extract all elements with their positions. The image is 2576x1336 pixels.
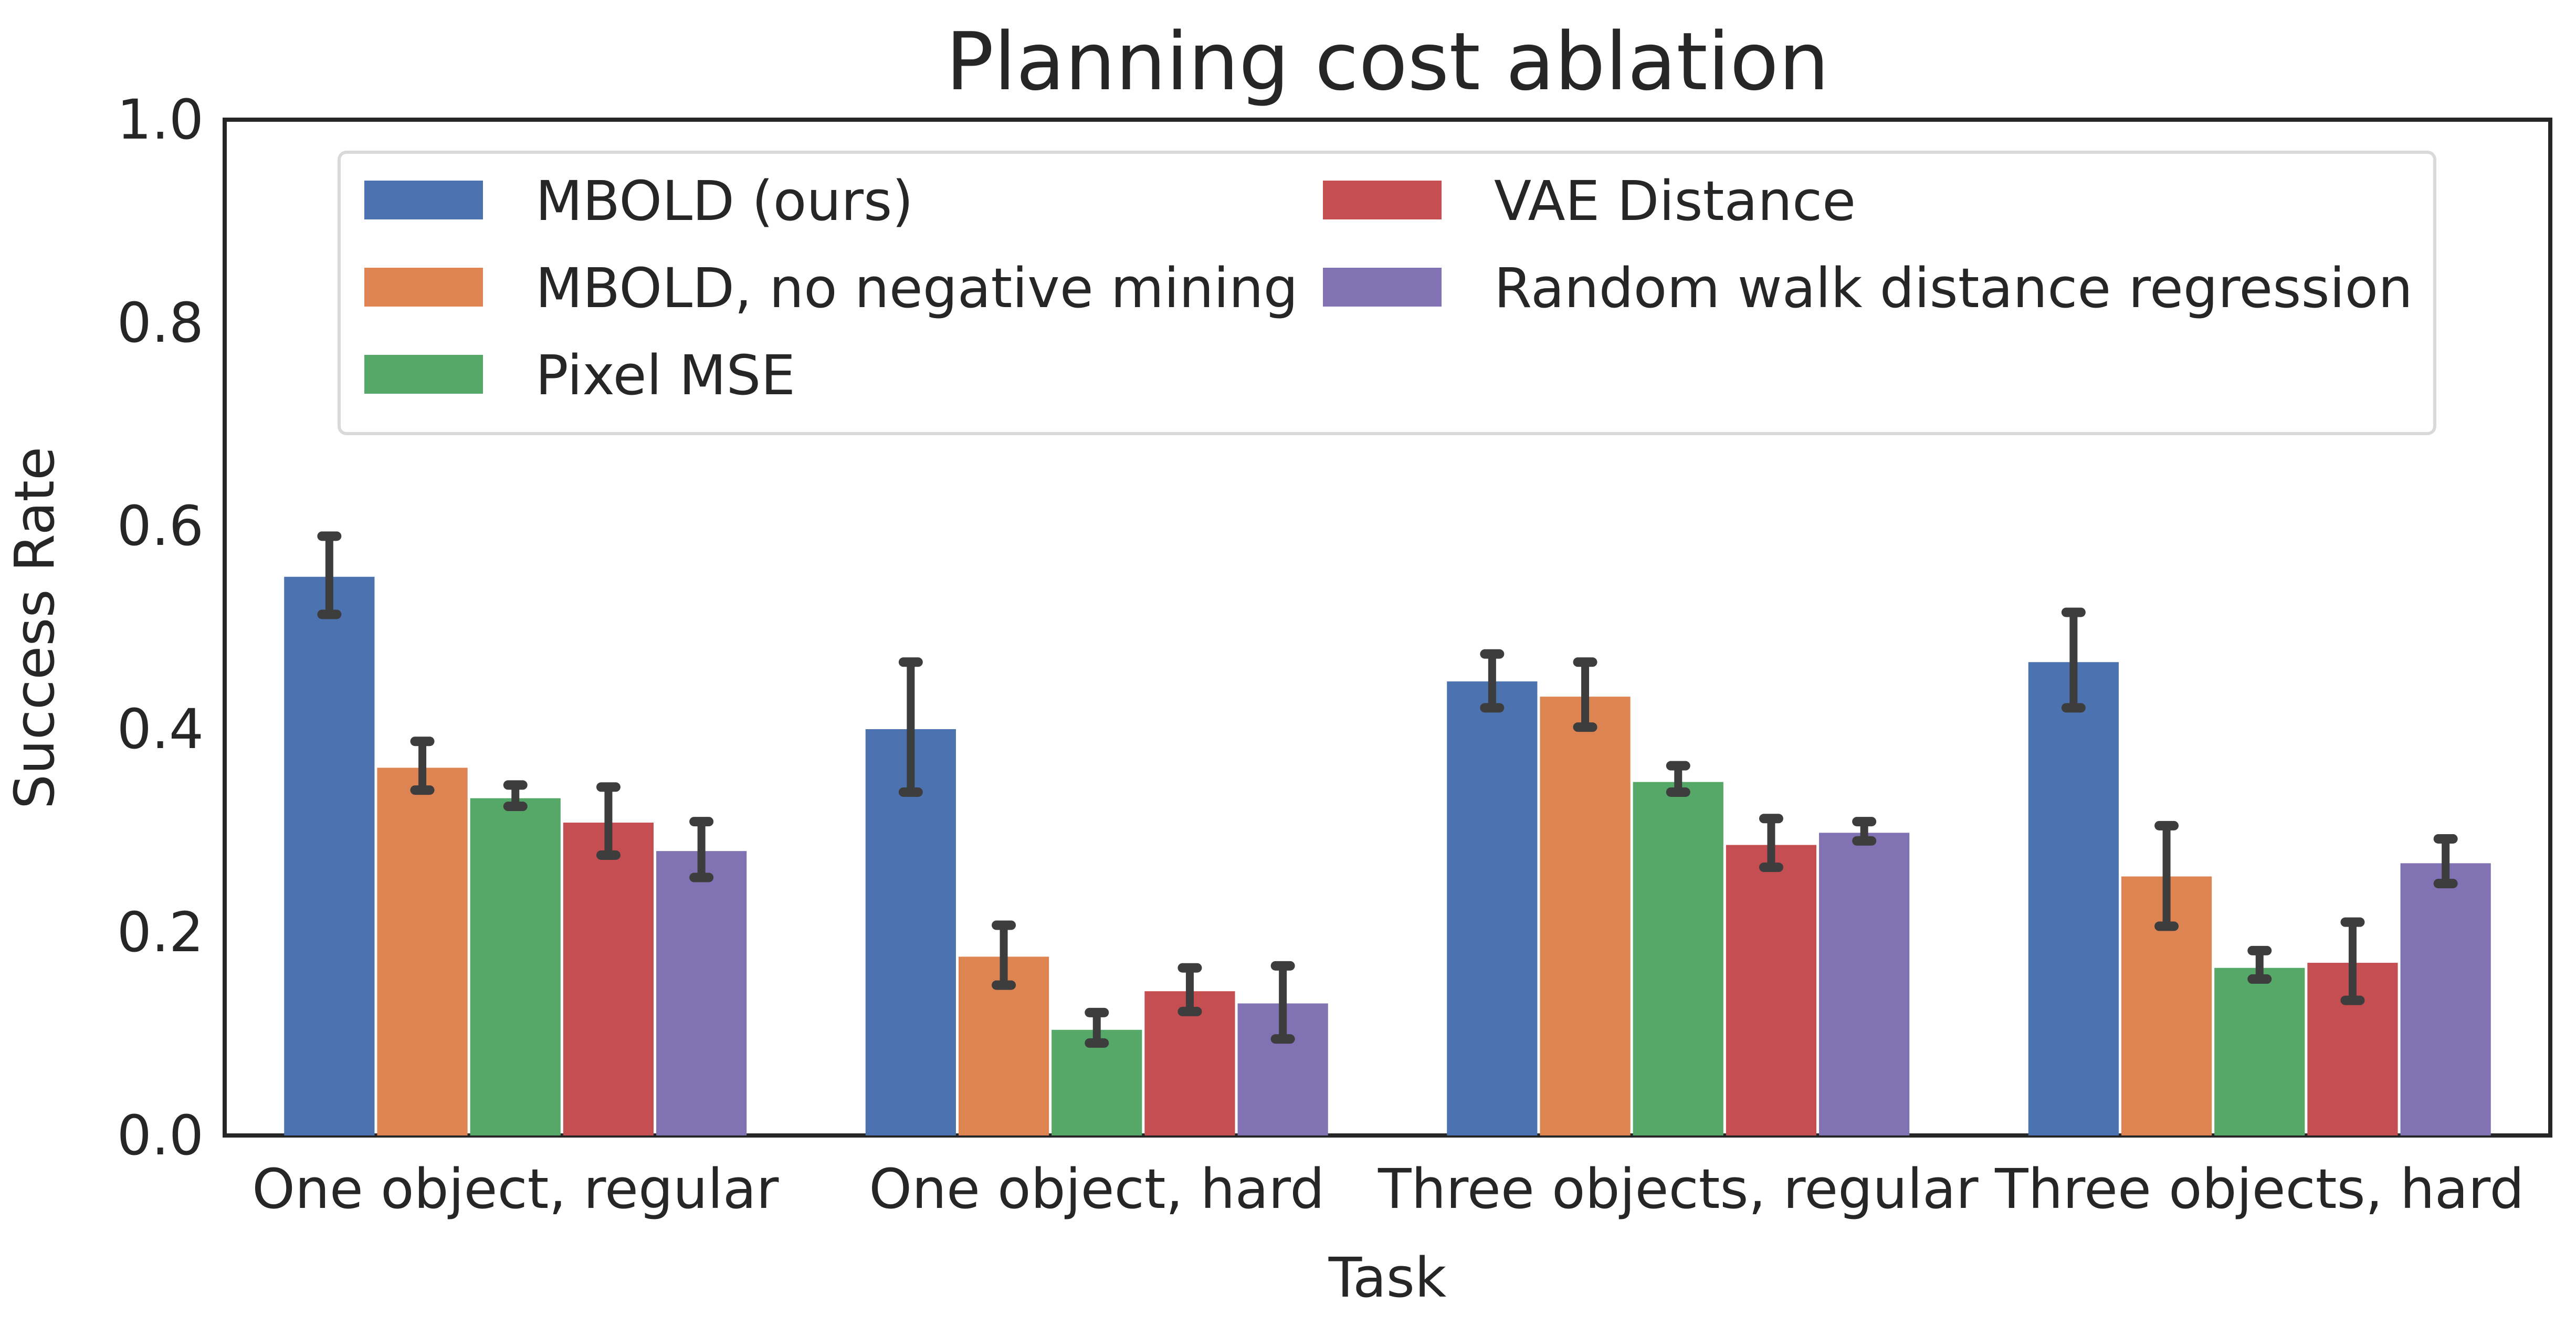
legend-swatch	[1323, 268, 1442, 307]
y-tick-label: 0.2	[117, 900, 204, 964]
y-tick-label: 0.6	[117, 494, 204, 558]
legend-swatch	[364, 268, 483, 307]
y-tick-label: 0.8	[117, 291, 204, 355]
x-tick-label: Three objects, regular	[1378, 1157, 1979, 1221]
legend-label: MBOLD (ours)	[535, 169, 913, 233]
error-bar	[898, 657, 923, 797]
error-bar	[2061, 607, 2086, 713]
error-bar	[410, 737, 435, 795]
error-bar	[1573, 657, 1597, 732]
x-tick-label: One object, regular	[252, 1157, 779, 1221]
y-tick-label: 0.4	[117, 697, 204, 761]
error-bar	[1759, 814, 1783, 872]
bar	[1726, 845, 1817, 1135]
legend-swatch	[364, 181, 483, 219]
bar	[1633, 782, 1723, 1135]
axes-frame	[223, 118, 2552, 1138]
error-bar	[2247, 945, 2272, 984]
x-tick-label: One object, hard	[869, 1157, 1324, 1221]
error-bar	[2154, 820, 2179, 931]
y-tick-labels: 0.0 0.2 0.4 0.6 0.8 1.0	[117, 88, 204, 1167]
error-bar	[2340, 917, 2365, 1005]
bar	[2028, 662, 2119, 1135]
legend-item: VAE Distance	[1323, 169, 1856, 233]
x-tick-label: Three objects, hard	[1994, 1157, 2524, 1221]
bar	[563, 823, 654, 1135]
bar	[2214, 967, 2305, 1135]
legend-swatch	[364, 355, 483, 394]
bar	[1540, 697, 1631, 1135]
error-bar	[689, 817, 714, 882]
legend-label: MBOLD, no negative mining	[535, 256, 1298, 320]
bar	[284, 576, 375, 1135]
x-axis-label: Task	[1328, 1246, 1446, 1310]
error-bar	[1270, 961, 1295, 1044]
error-bar	[596, 782, 621, 860]
x-tick-labels: One object, regular One object, hard Three…	[252, 1157, 2524, 1221]
chart-title: Planning cost ablation	[946, 15, 1830, 108]
legend-label: Random walk distance regression	[1494, 256, 2413, 320]
legend: MBOLD (ours) MBOLD, no negative mining Pix…	[338, 151, 2436, 435]
bar	[377, 767, 468, 1135]
plot-area	[223, 118, 2552, 1138]
bar	[656, 851, 747, 1135]
error-bar	[1852, 817, 1877, 846]
legend-item: MBOLD (ours)	[364, 169, 913, 233]
y-tick-label: 1.0	[117, 88, 204, 152]
error-bar	[503, 780, 528, 812]
bar	[865, 729, 956, 1135]
error-bar	[1666, 761, 1690, 797]
legend-label: VAE Distance	[1494, 169, 1856, 233]
legend-label: Pixel MSE	[535, 343, 795, 407]
error-bar	[1177, 963, 1202, 1016]
y-axis-label: Success Rate	[3, 447, 67, 809]
bar	[470, 798, 561, 1135]
error-bar	[2433, 834, 2458, 889]
error-bar	[1480, 649, 1505, 713]
error-bar	[1085, 1007, 1109, 1048]
bar	[1447, 681, 1538, 1135]
legend-item: Random walk distance regression	[1323, 256, 2413, 320]
bar	[1819, 833, 1910, 1135]
legend-swatch	[1323, 181, 1442, 219]
error-bar	[992, 920, 1016, 990]
y-tick-label: 0.0	[117, 1103, 204, 1167]
error-bar	[317, 531, 342, 619]
legend-item: Pixel MSE	[364, 343, 795, 407]
bar	[2400, 863, 2491, 1135]
legend-item: MBOLD, no negative mining	[364, 256, 1298, 320]
